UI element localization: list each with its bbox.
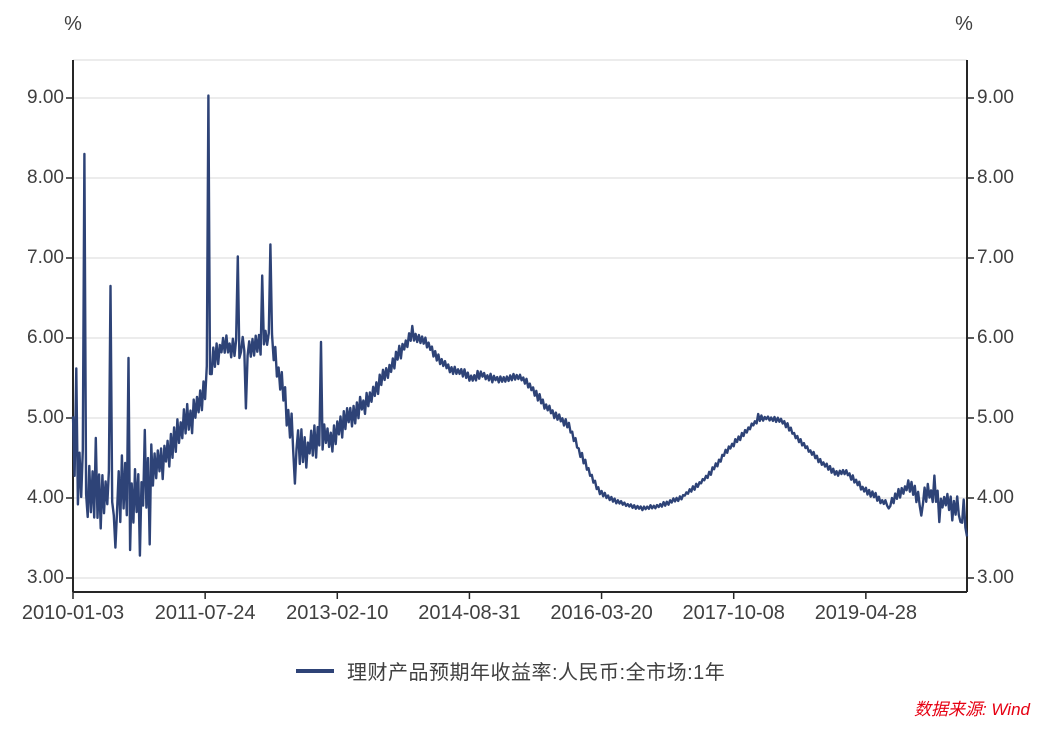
y-axis-tick-label: 6.00 (27, 327, 64, 348)
data-source-note: 数据来源: Wind (913, 700, 1030, 719)
y-axis-tick-label: 9.00 (27, 87, 64, 108)
x-axis-tick-label: 2010-01-03 (21, 602, 125, 624)
y-axis-tick-label: 8.00 (27, 167, 64, 188)
y-axis-tick-label: 8.00 (977, 167, 1014, 188)
y-axis-tick-label: 3.00 (977, 567, 1014, 588)
y-axis-tick-label: 5.00 (27, 407, 64, 428)
legend: 理财产品预期年收益率:人民币:全市场:1年 (296, 656, 725, 685)
x-axis-tick-label: 2013-02-10 (286, 602, 389, 624)
legend-series-label: 理财产品预期年收益率:人民币:全市场:1年 (347, 662, 726, 684)
y-axis-tick-label: 4.00 (977, 487, 1014, 508)
series-line (71, 94, 969, 557)
x-axis-tick-label: 2019-04-28 (814, 602, 917, 624)
y-axis-tick-label: 6.00 (977, 327, 1014, 348)
y-axis-tick-label: 4.00 (27, 487, 64, 508)
y-axis-tick-label: 7.00 (27, 247, 64, 268)
x-axis-tick-label: 2011-07-24 (154, 602, 256, 624)
x-axis-tick-label: 2017-10-08 (682, 602, 785, 624)
y-axis-tick-label: 9.00 (977, 87, 1014, 108)
y-axis-tick-label: 3.00 (27, 567, 64, 588)
y-axis-unit-left: % (64, 13, 82, 35)
y-axis-unit-right: % (955, 13, 973, 35)
legend-line-marker-icon (296, 668, 334, 673)
y-axis-tick-label: 7.00 (977, 247, 1014, 268)
y-axis-tick-label: 5.00 (977, 407, 1014, 428)
x-axis-tick-label: 2014-08-31 (418, 602, 521, 624)
x-axis-tick-label: 2016-03-20 (550, 602, 653, 624)
